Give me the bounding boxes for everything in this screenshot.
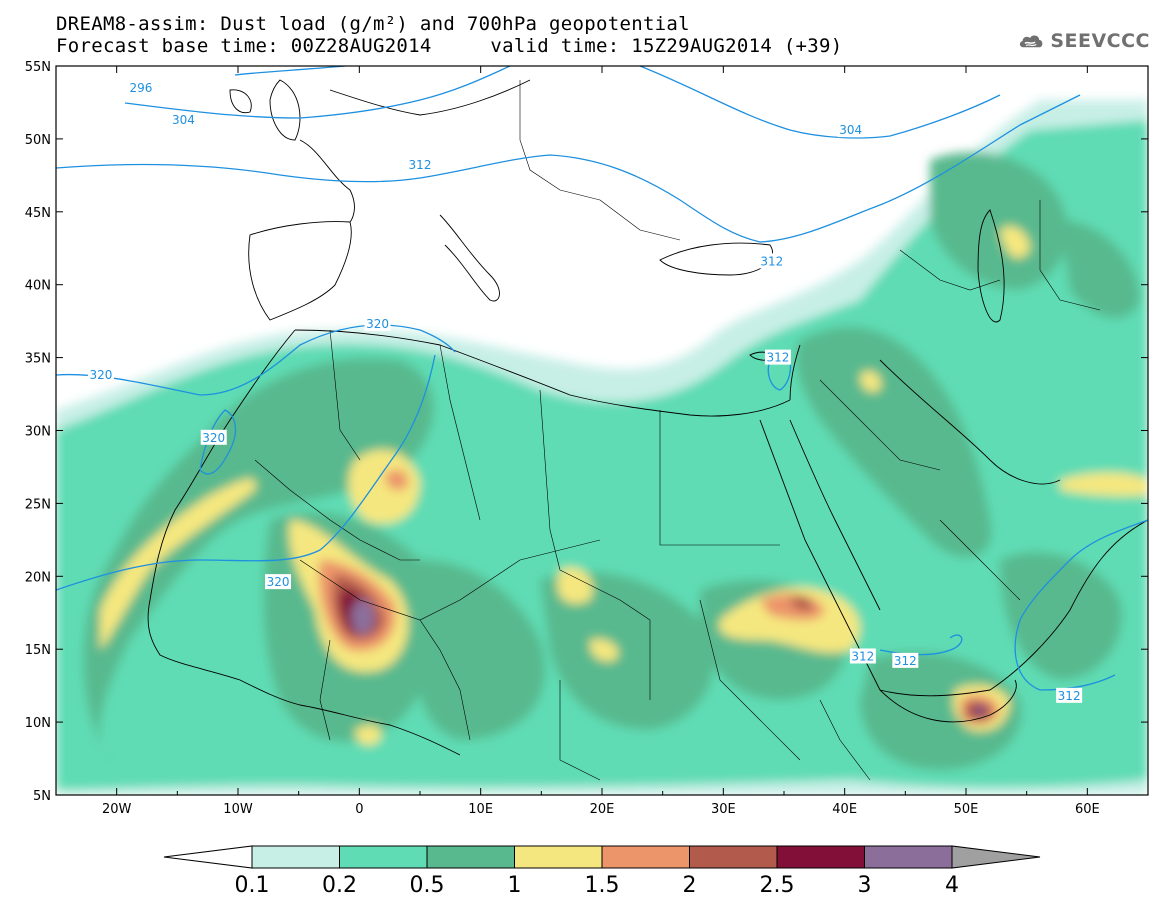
cloud-icon: [1019, 35, 1043, 48]
colorbar-swatch: [339, 845, 428, 869]
contour-label-bg: [170, 111, 197, 127]
lat-tick-label: 15N: [25, 643, 51, 658]
lon-tick-label: 30E: [711, 802, 736, 817]
colorbar-label: 0.5: [410, 873, 445, 898]
lat-tick-label: 30N: [25, 425, 51, 440]
colorbar-label: 4: [945, 873, 959, 898]
seevccc-logo: SEEVCCC: [1018, 24, 1150, 58]
contour-label: 320: [267, 575, 290, 589]
colorbar-swatch: [689, 845, 778, 869]
colorbar-swatch: [251, 845, 340, 869]
coastlines: [147, 79, 1148, 756]
colorbar-label: 2.5: [760, 873, 795, 898]
colorbar-label: 0.1: [235, 873, 270, 898]
map-title: DREAM8-assim: Dust load (g/m²) and 700hP…: [56, 13, 690, 35]
contour-label-bg: [200, 429, 227, 445]
colorbar: 0.1 0.2 0.5 1 1.5 2 2.5 3 4: [163, 845, 1041, 898]
lon-tick-label: 10E: [468, 802, 493, 817]
contour-label: 296: [129, 81, 152, 95]
colorbar-label: 0.2: [322, 873, 357, 898]
contour-label: 312: [894, 654, 917, 668]
contour-label-bg: [407, 157, 433, 173]
lon-tick-label: 50E: [954, 802, 979, 817]
contour-label: 304: [172, 113, 195, 127]
logo-text: SEEVCCC: [1050, 30, 1150, 52]
lat-tick-label: 20N: [25, 570, 51, 585]
contour-320-south: [56, 354, 436, 591]
contour-label: 312: [766, 351, 789, 365]
contour-label-bg: [849, 648, 876, 664]
lon-tick-label: 20W: [102, 802, 132, 817]
contour-labels: 296 304 312 304 312 320 320 312 320 320 312 312 312: [87, 79, 1083, 703]
lat-tick-label: 25N: [25, 497, 51, 512]
colorbar-swatch: [776, 845, 865, 869]
colorbar-label: 1: [508, 873, 522, 898]
dust-load-field: [56, 100, 1148, 795]
lon-tick-label: 10W: [223, 802, 253, 817]
contour-label-bg: [364, 316, 391, 332]
dust-level-1: [100, 478, 256, 650]
lat-tick-label: 10N: [25, 716, 51, 731]
map-subtitle: Forecast base time: 00Z28AUG2014 valid t…: [56, 35, 843, 57]
contour-label-bg: [265, 574, 292, 590]
contour-label: 320: [202, 431, 225, 445]
contour-label-bg: [87, 367, 114, 383]
lat-tick-label: 5N: [33, 789, 51, 804]
contour-label: 312: [1058, 689, 1081, 703]
lon-tick-label: 40E: [832, 802, 857, 817]
colorbar-swatch: [426, 845, 515, 869]
colorbar-label: 2: [683, 873, 697, 898]
contour-label: 312: [409, 158, 432, 172]
contour-label: 304: [839, 123, 862, 137]
colorbar-over-triangle: [951, 845, 1041, 869]
lon-tick-label: 20E: [590, 802, 615, 817]
lat-tick-label: 40N: [25, 279, 51, 294]
contour-label-bg: [837, 122, 864, 138]
lat-tick-label: 45N: [25, 206, 51, 221]
lon-tick-label: 60E: [1075, 802, 1100, 817]
contour-label: 320: [89, 368, 112, 382]
contour-304-west: [124, 66, 511, 119]
colorbar-swatch: [514, 845, 603, 869]
contour-label-bg: [127, 79, 154, 95]
colorbar-swatch: [864, 845, 953, 869]
lat-tick-label: 50N: [25, 133, 51, 148]
lat-tick-label: 55N: [25, 60, 51, 75]
country-borders: [254, 80, 1101, 781]
contour-label: 312: [760, 254, 783, 268]
contour-label-bg: [1056, 687, 1083, 703]
colorbar-under-triangle: [163, 845, 253, 869]
contour-label-bg: [892, 652, 919, 668]
colorbar-label: 3: [858, 873, 872, 898]
colorbar-swatch: [601, 845, 690, 869]
lon-tick-label: 0: [355, 802, 363, 817]
contour-320-north: [56, 324, 456, 396]
colorbar-label: 1.5: [585, 873, 620, 898]
latitude-axis: 5N 10N 15N 20N 25N 30N 35N 40N 45N 50N 55N: [25, 60, 1148, 804]
longitude-axis: 20W 10W 0 10E 20E 30E 40E 50E 60E: [55, 66, 1149, 817]
lat-tick-label: 35N: [25, 352, 51, 367]
contour-304-east: [639, 66, 1001, 139]
contour-label-bg: [764, 349, 791, 365]
contour-label: 312: [851, 649, 874, 663]
contour-label-bg: [758, 253, 785, 269]
contour-296: [234, 66, 346, 76]
contour-312-west: [56, 94, 1081, 243]
contour-label: 320: [366, 317, 389, 331]
